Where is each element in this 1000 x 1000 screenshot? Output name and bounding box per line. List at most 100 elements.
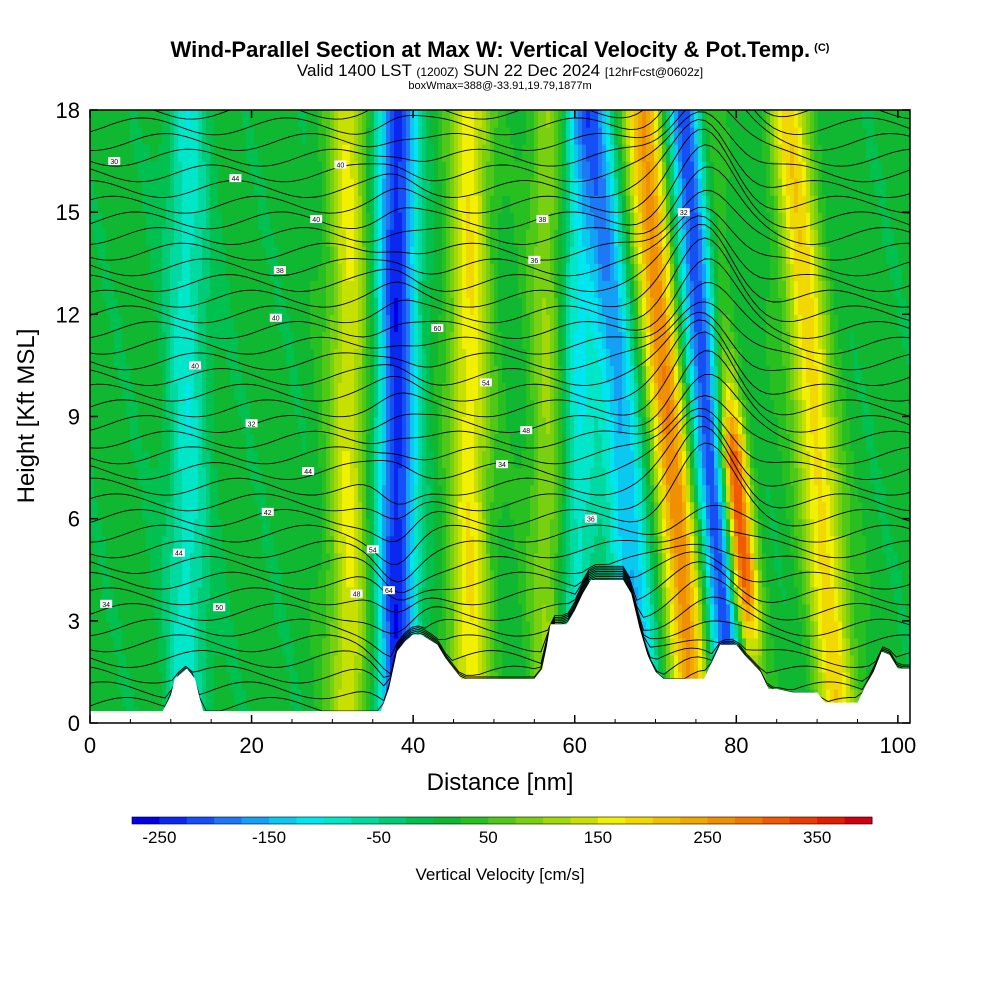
field-cell (262, 518, 267, 537)
field-cell (578, 229, 583, 247)
field-cell (198, 467, 203, 486)
field-cell (626, 178, 631, 196)
field-cell (190, 535, 195, 554)
field-cell (290, 433, 295, 452)
field-cell (590, 297, 595, 315)
field-cell (510, 246, 515, 264)
field-cell (366, 467, 371, 486)
field-cell (94, 603, 99, 622)
field-cell (394, 552, 399, 571)
field-cell (606, 110, 611, 128)
field-cell (242, 688, 247, 707)
field-cell (638, 535, 643, 554)
field-cell (330, 416, 335, 435)
field-cell (510, 297, 515, 315)
field-cell (118, 654, 123, 673)
field-cell (174, 212, 179, 230)
field-cell (282, 484, 287, 503)
field-cell (610, 212, 615, 230)
field-cell (130, 229, 135, 247)
field-cell (406, 178, 411, 196)
field-cell (170, 263, 175, 281)
field-cell (642, 433, 647, 452)
field-cell (618, 110, 623, 128)
field-cell (406, 229, 411, 247)
field-cell (506, 603, 511, 622)
field-cell (166, 127, 171, 145)
field-cell (510, 467, 515, 486)
field-cell (486, 586, 491, 605)
field-cell (510, 518, 515, 537)
field-cell (214, 637, 219, 656)
field-cell (622, 433, 627, 452)
field-cell (178, 161, 183, 179)
field-cell (494, 552, 499, 571)
field-cell (586, 144, 591, 162)
field-cell (286, 552, 291, 571)
field-cell (250, 688, 255, 707)
field-cell (106, 433, 111, 452)
field-cell (526, 263, 531, 281)
field-cell (358, 484, 363, 503)
field-cell (510, 569, 515, 588)
field-cell (306, 297, 311, 315)
field-cell (590, 212, 595, 230)
field-cell (142, 348, 147, 367)
field-cell (126, 569, 131, 588)
field-cell (298, 161, 303, 179)
field-cell (606, 382, 611, 401)
field-cell (374, 467, 379, 486)
field-cell (570, 450, 575, 469)
field-cell (198, 195, 203, 213)
field-cell (274, 569, 279, 588)
field-cell (254, 501, 259, 520)
field-cell (466, 552, 471, 571)
field-cell (458, 620, 463, 639)
field-cell (194, 416, 199, 435)
field-cell (334, 637, 339, 656)
field-cell (590, 246, 595, 264)
field-cell (350, 416, 355, 435)
field-cell (494, 365, 499, 384)
field-cell (90, 280, 95, 298)
field-cell (390, 603, 395, 622)
field-cell (422, 314, 427, 332)
field-cell (322, 263, 327, 281)
field-cell (318, 416, 323, 435)
field-cell (230, 212, 235, 230)
field-cell (174, 280, 179, 298)
field-cell (190, 433, 195, 452)
field-cell (254, 671, 259, 690)
field-cell (410, 586, 415, 605)
field-cell (570, 195, 575, 213)
field-cell (154, 569, 159, 588)
field-cell (642, 569, 647, 588)
field-cell (542, 569, 547, 588)
field-cell (422, 297, 427, 315)
field-cell (518, 450, 523, 469)
field-cell (186, 348, 191, 367)
field-cell (278, 433, 283, 452)
field-cell (490, 399, 495, 418)
field-cell (454, 433, 459, 452)
field-cell (334, 552, 339, 571)
field-cell (486, 518, 491, 537)
field-cell (438, 246, 443, 264)
field-cell (186, 127, 191, 145)
field-cell (166, 535, 171, 554)
field-cell (558, 263, 563, 281)
field-cell (566, 178, 571, 196)
field-cell (538, 399, 543, 418)
field-cell (238, 144, 243, 162)
field-cell (254, 637, 259, 656)
field-cell (534, 518, 539, 537)
field-cell (166, 501, 171, 520)
field-cell (406, 195, 411, 213)
field-cell (522, 229, 527, 247)
field-cell (302, 552, 307, 571)
field-cell (154, 365, 159, 384)
field-cell (218, 518, 223, 537)
field-cell (566, 144, 571, 162)
field-cell (398, 535, 403, 554)
field-cell (198, 450, 203, 469)
